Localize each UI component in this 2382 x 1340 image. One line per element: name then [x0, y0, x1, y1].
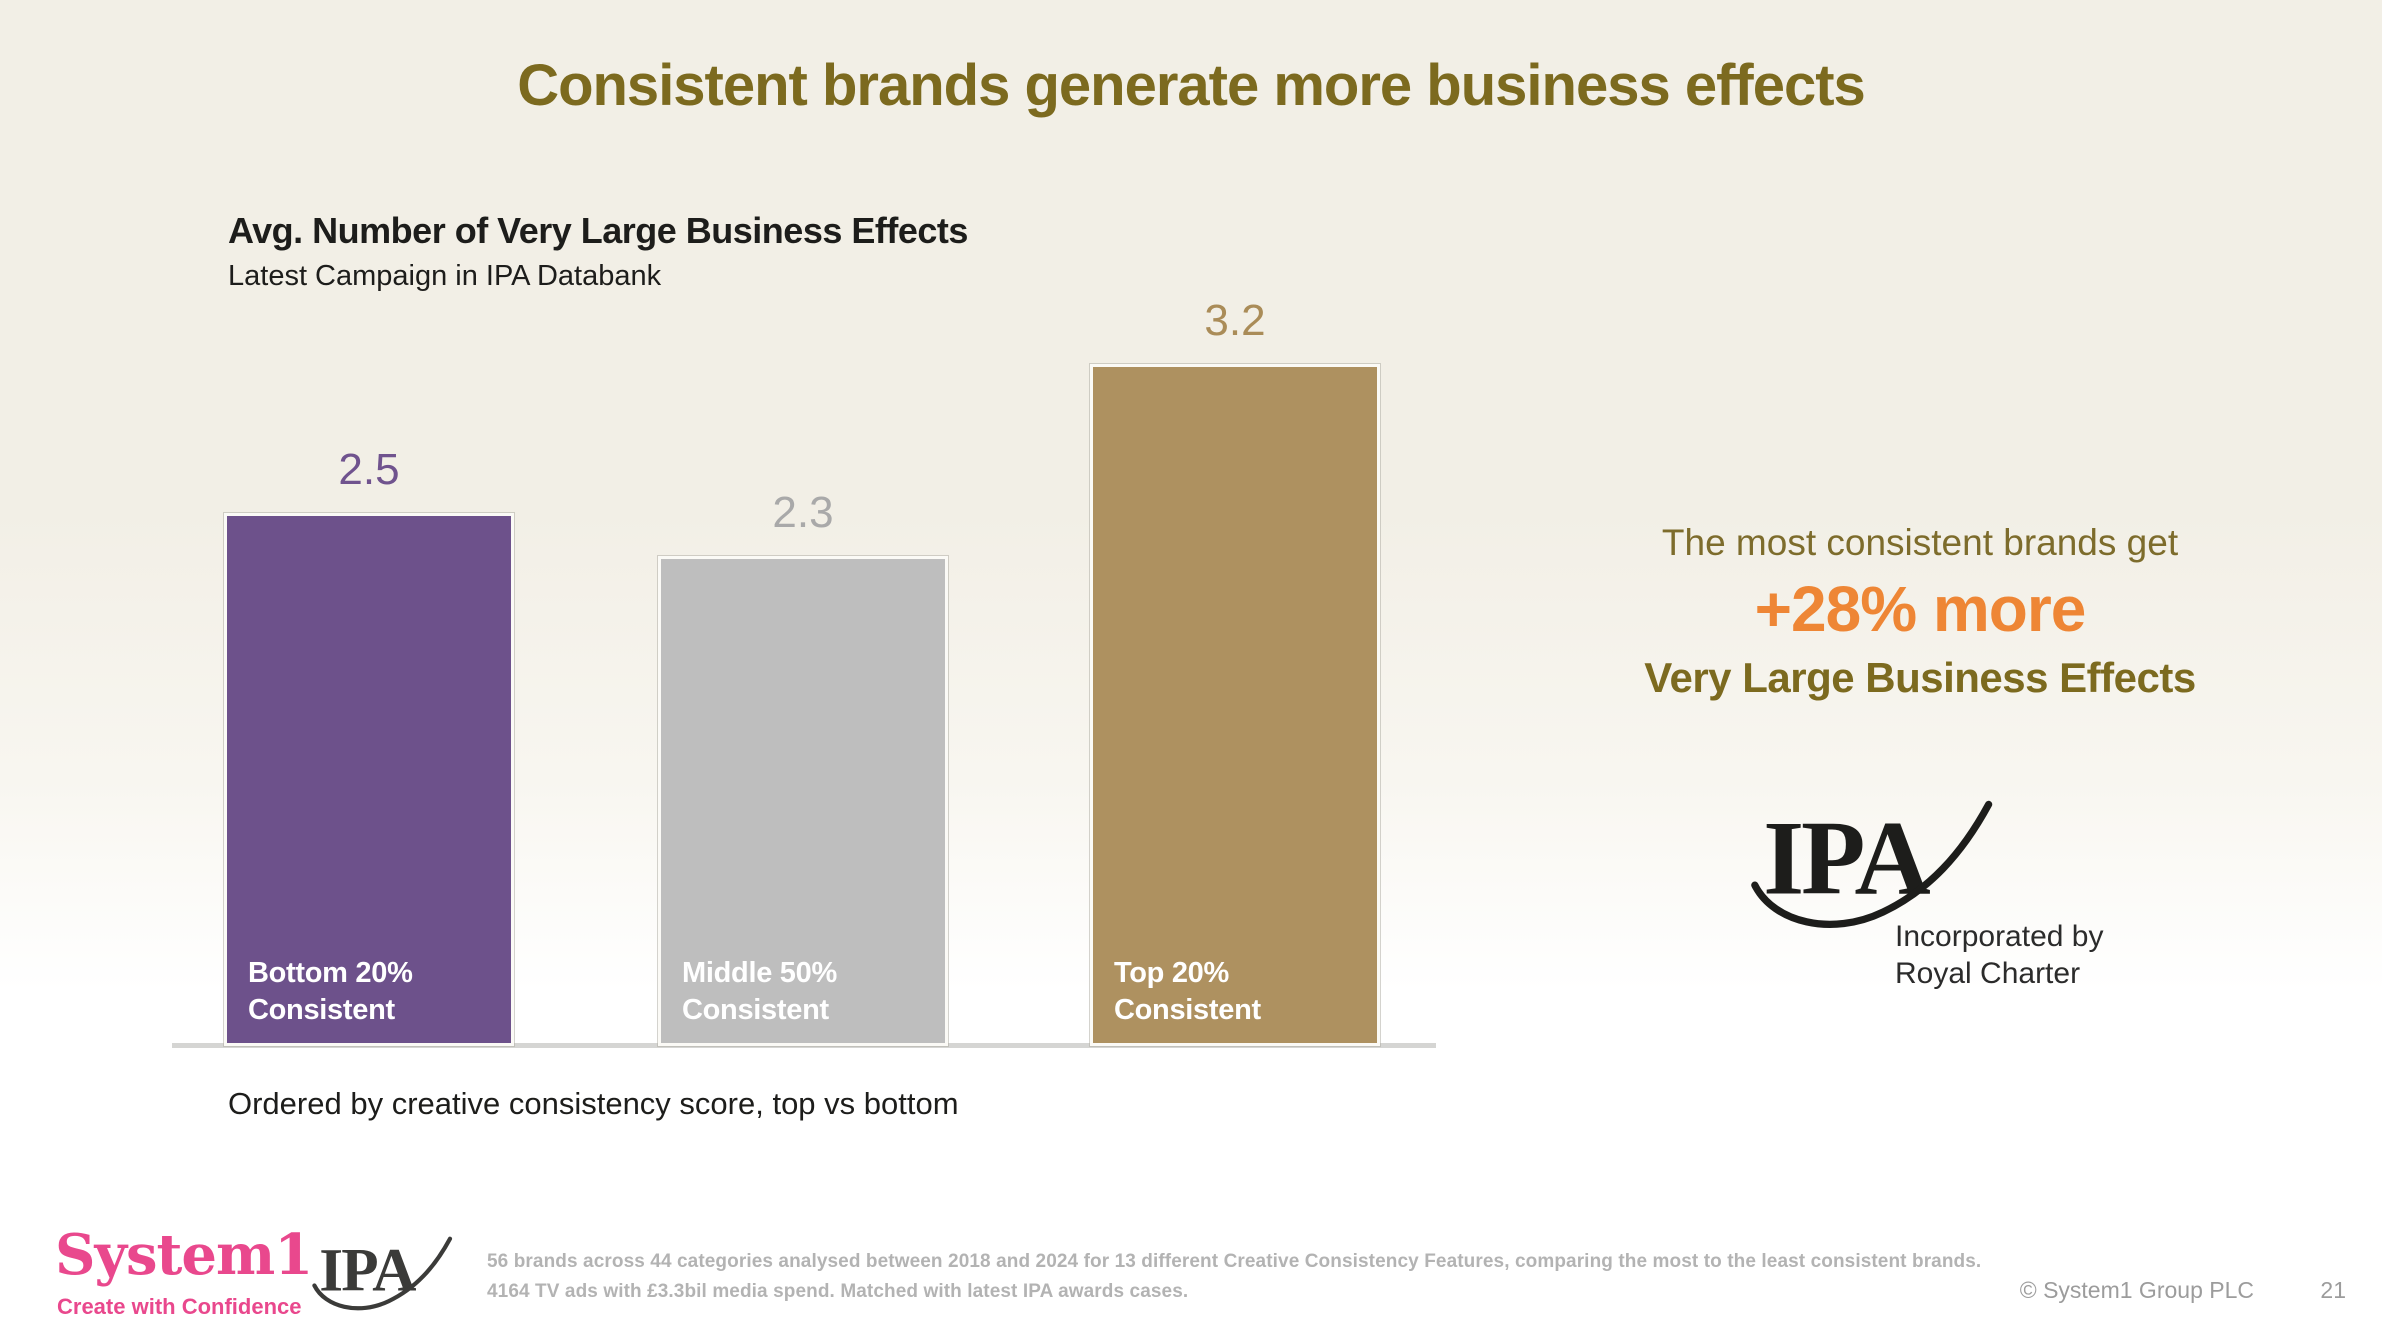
bar: Middle 50% Consistent [658, 556, 948, 1046]
bar-category-line1: Middle 50% [682, 957, 837, 989]
bar-category-line1: Bottom 20% [248, 957, 413, 989]
bar-value-label: 2.3 [772, 488, 834, 537]
ipa-footer-logo-swash [312, 1236, 453, 1311]
bar-category-line1: Top 20% [1114, 957, 1229, 989]
bar-category-label: Bottom 20% Consistent [248, 955, 413, 1029]
bar: Top 20% Consistent [1090, 364, 1380, 1046]
ipa-logo-icon: IPA [1751, 799, 1993, 928]
copyright: © System1 Group PLC [2019, 1277, 2254, 1303]
bar-group: 2.5 Bottom 20% Consistent [224, 445, 514, 1046]
bar-value-label: 3.2 [1204, 296, 1266, 345]
page-number: 21 [2320, 1277, 2346, 1303]
bar-category-label: Middle 50% Consistent [682, 955, 837, 1029]
ipa-badge: IPA Incorporated by Royal Charter [1750, 792, 2170, 1002]
bar-category-line2: Consistent [248, 994, 395, 1026]
bar-value-label: 2.5 [338, 445, 400, 494]
system1-tagline: Create with Confidence [57, 1294, 302, 1319]
callout-intro: The most consistent brands get [1661, 522, 2179, 563]
slide-title: Consistent brands generate more business… [517, 53, 1866, 118]
bar-category-line2: Consistent [682, 994, 829, 1026]
ipa-badge-caption: Incorporated by Royal Charter [1895, 918, 2103, 992]
bar-category-line2: Consistent [1114, 994, 1261, 1026]
ipa-caption-line2: Royal Charter [1895, 957, 2081, 990]
footnote-line2: 4164 TV ads with £3.3bil media spend. Ma… [487, 1281, 1189, 1302]
bar: Bottom 20% Consistent [224, 513, 514, 1046]
ipa-caption-line1: Incorporated by [1895, 920, 2104, 953]
callout-emphasis: Very Large Business Effects [1644, 654, 2196, 701]
chart-title: Avg. Number of Very Large Business Effec… [228, 210, 968, 251]
bar-category-label: Top 20% Consistent [1114, 955, 1261, 1029]
chart-caption: Ordered by creative consistency score, t… [228, 1086, 959, 1121]
footnote-line1: 56 brands across 44 categories analysed … [487, 1251, 1982, 1272]
callout: The most consistent brands get +28% more… [1540, 522, 2300, 702]
system1-logo: System1 [55, 1222, 313, 1288]
chart-subtitle: Latest Campaign in IPA Databank [228, 260, 662, 292]
bar-group: 3.2 Top 20% Consistent [1090, 296, 1380, 1046]
bar-group: 2.3 Middle 50% Consistent [658, 488, 948, 1046]
callout-highlight: +28% more [1754, 573, 2087, 645]
footnote: 56 brands across 44 categories analysed … [487, 1247, 1981, 1307]
ipa-footer-logo-icon: IPA [312, 1236, 453, 1311]
ipa-logo-swash [1751, 800, 1993, 928]
